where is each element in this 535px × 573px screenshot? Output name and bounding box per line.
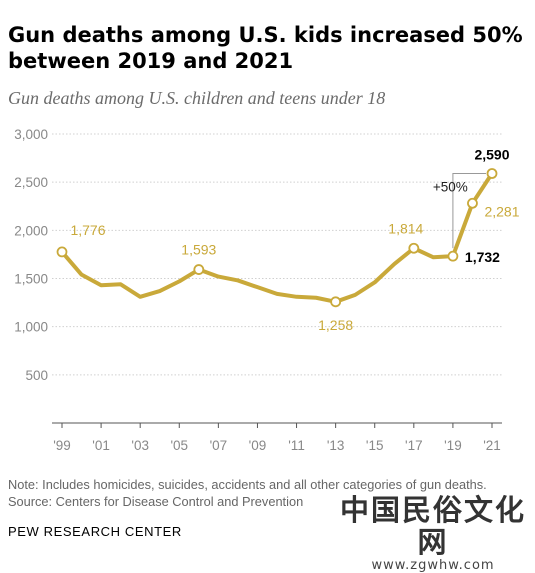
x-tick-label: '05 <box>170 438 188 453</box>
y-tick-label: 2,500 <box>14 175 48 190</box>
watermark-chinese-text: 中国民俗文化网 <box>339 493 526 559</box>
data-point-marker <box>447 250 459 262</box>
x-tick-label: '09 <box>249 438 267 453</box>
watermark-url: www.zgwhw.com <box>371 558 495 573</box>
x-tick-label: '17 <box>405 438 423 453</box>
data-label: 1,776 <box>70 222 105 238</box>
y-tick-label: 2,000 <box>14 223 48 238</box>
x-tick-label: '01 <box>92 438 110 453</box>
data-label: 2,590 <box>474 146 509 162</box>
x-tick-label: '15 <box>366 438 384 453</box>
data-label: 1,593 <box>181 242 216 258</box>
data-label: 1,814 <box>388 220 423 236</box>
chart-subtitle: Gun deaths among U.S. children and teens… <box>8 88 386 108</box>
series-line <box>60 171 494 304</box>
y-tick-label: 1,000 <box>14 320 48 335</box>
x-tick-label: '99 <box>53 438 71 453</box>
x-tick-label: '07 <box>210 438 228 453</box>
x-tick-label: '11 <box>288 438 305 453</box>
line-chart: 500 1,000 1,500 2,000 2,500 3,000 '99 '01 '03 '05… <box>14 127 519 453</box>
data-point-marker <box>486 168 498 179</box>
x-tick-label: '19 <box>444 438 462 453</box>
data-label: 1,258 <box>318 317 353 333</box>
publisher-footer: PEW RESEARCH CENTER <box>8 524 182 539</box>
x-tick-label: '13 <box>327 438 345 453</box>
increase-annotation: +50% <box>433 179 468 194</box>
chart-title: Gun deaths among U.S. kids increased 50%… <box>8 23 523 73</box>
chart-note: Note: Includes homicides, suicides, acci… <box>8 477 487 492</box>
y-tick-label: 3,000 <box>14 127 48 142</box>
chart-source: Source: Centers for Disease Control and … <box>8 494 304 509</box>
site-watermark: 中国民俗文化网 www.zgwhw.com <box>338 494 528 573</box>
y-tick-label: 500 <box>25 368 48 383</box>
data-point-marker <box>467 197 478 209</box>
data-label: 2,281 <box>484 203 519 219</box>
data-label: 1,732 <box>465 249 500 265</box>
x-tick-label: '03 <box>131 438 149 453</box>
increase-bracket <box>452 172 486 249</box>
y-tick-label: 1,500 <box>14 272 48 287</box>
x-tick-label: '21 <box>483 438 501 453</box>
data-point-marker <box>408 242 420 254</box>
data-point-marker <box>330 296 342 308</box>
data-point-marker <box>193 264 205 275</box>
data-point-marker <box>56 246 68 258</box>
